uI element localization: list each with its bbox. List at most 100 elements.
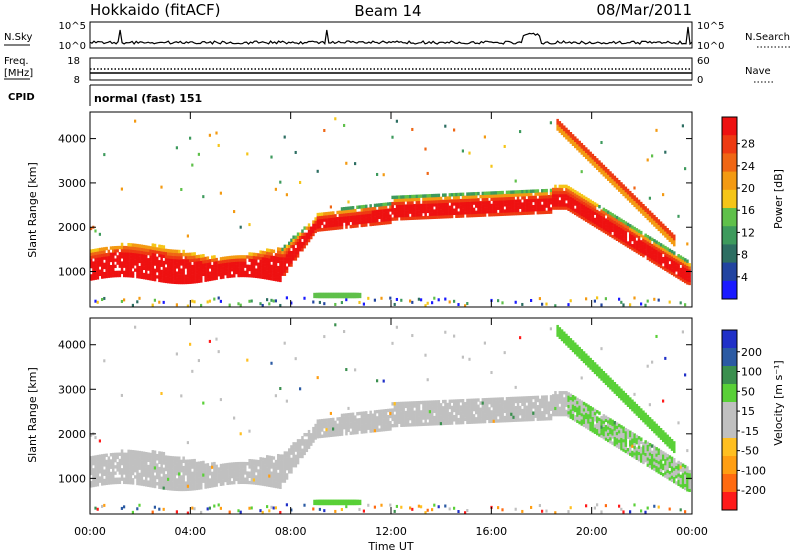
power-cell [129,271,133,275]
velocity-cell [303,445,306,449]
power-cell [490,194,493,198]
power-cell [211,274,214,278]
velocity-cell [365,420,368,424]
power-cell [629,236,632,240]
velocity-clutter [424,511,427,515]
power-cell [413,207,416,211]
velocity-cell [233,462,236,466]
power-cell [259,275,262,279]
velocity-cell [105,469,108,473]
velocity-streak [563,334,566,338]
power-cell [622,229,625,233]
power-clutter [285,296,288,300]
power-cell [659,258,663,263]
power-cell [510,193,513,197]
velocity-cell [228,475,232,479]
velocity-cell [290,445,293,449]
velocity-cell [226,475,229,479]
velocity-cell [613,439,617,444]
velocity-cell [391,423,394,428]
power-cell [563,190,566,195]
power-cell [109,264,113,269]
power-cell [503,203,507,207]
velocity-cell [369,429,372,433]
velocity-cell [257,459,260,464]
velocity-clutter [153,505,156,509]
power-scatter [633,186,636,190]
velocity-cell [120,468,124,472]
velocity-cell [600,434,603,439]
velocity-cell [424,413,427,417]
power-cell [684,264,687,268]
velocity-cell [321,428,324,432]
velocity-cell [160,457,163,462]
power-cell [534,207,537,212]
power-clutter [411,300,414,304]
velocity-streak [642,413,645,417]
velocity-cell [587,420,590,424]
power-cell [257,256,260,260]
velocity-cell [541,401,544,406]
velocity-cell [532,405,535,409]
power-cell [266,263,269,268]
power-clutter [266,298,269,302]
power-cell [162,263,166,268]
velocity-cell [292,463,295,468]
velocity-cell [90,481,93,485]
velocity-cell [255,468,258,473]
velocity-clutter [395,504,398,508]
velocity-clutter [318,507,321,511]
velocity-cell [230,471,234,476]
velocity-cell [569,399,573,404]
power-cell [402,198,405,202]
velocity-cell [160,460,163,465]
power-cell [189,280,192,284]
power-cell [90,258,93,263]
velocity-cell [545,404,548,409]
velocity-clutter [684,510,687,514]
velocity-cell [483,410,487,414]
power-streak [569,140,573,144]
velocity-cell [567,392,570,396]
velocity-cell [136,466,139,470]
power-clutter [213,297,216,301]
power-streak [629,199,632,203]
velocity-cell [336,417,339,421]
power-cell [686,262,689,267]
velocity-cell [615,434,619,439]
power-cell [411,194,414,199]
velocity-cell [356,424,359,428]
power-cell [618,217,621,221]
velocity-cell [435,412,438,417]
velocity-scatter [323,335,326,339]
power-cell [488,203,491,208]
power-cell [103,275,106,279]
velocity-streak [574,345,577,349]
velocity-cell [140,469,144,474]
velocity-cell [299,451,302,456]
power-cell [523,208,526,212]
power-cell [604,209,608,213]
velocity-cell [510,409,513,413]
velocity-cell [237,461,240,466]
velocity-cell [435,400,438,404]
velocity-cell [281,466,284,471]
velocity-streak [644,418,647,422]
power-cell [490,191,493,195]
power-cell [343,206,346,211]
power-cell [191,274,194,278]
velocity-cell [508,415,511,420]
power-cell [316,219,320,223]
velocity-cell [219,463,223,468]
velocity-cell [153,459,157,464]
velocity-cell [635,440,639,445]
power-cell [314,223,317,227]
velocity-cell [620,431,623,435]
power-cell [173,265,177,269]
velocity-cell [138,482,141,486]
power-cell [545,210,548,215]
power-cell [197,257,201,262]
power-cell [615,215,619,220]
velocity-streak [598,366,601,370]
